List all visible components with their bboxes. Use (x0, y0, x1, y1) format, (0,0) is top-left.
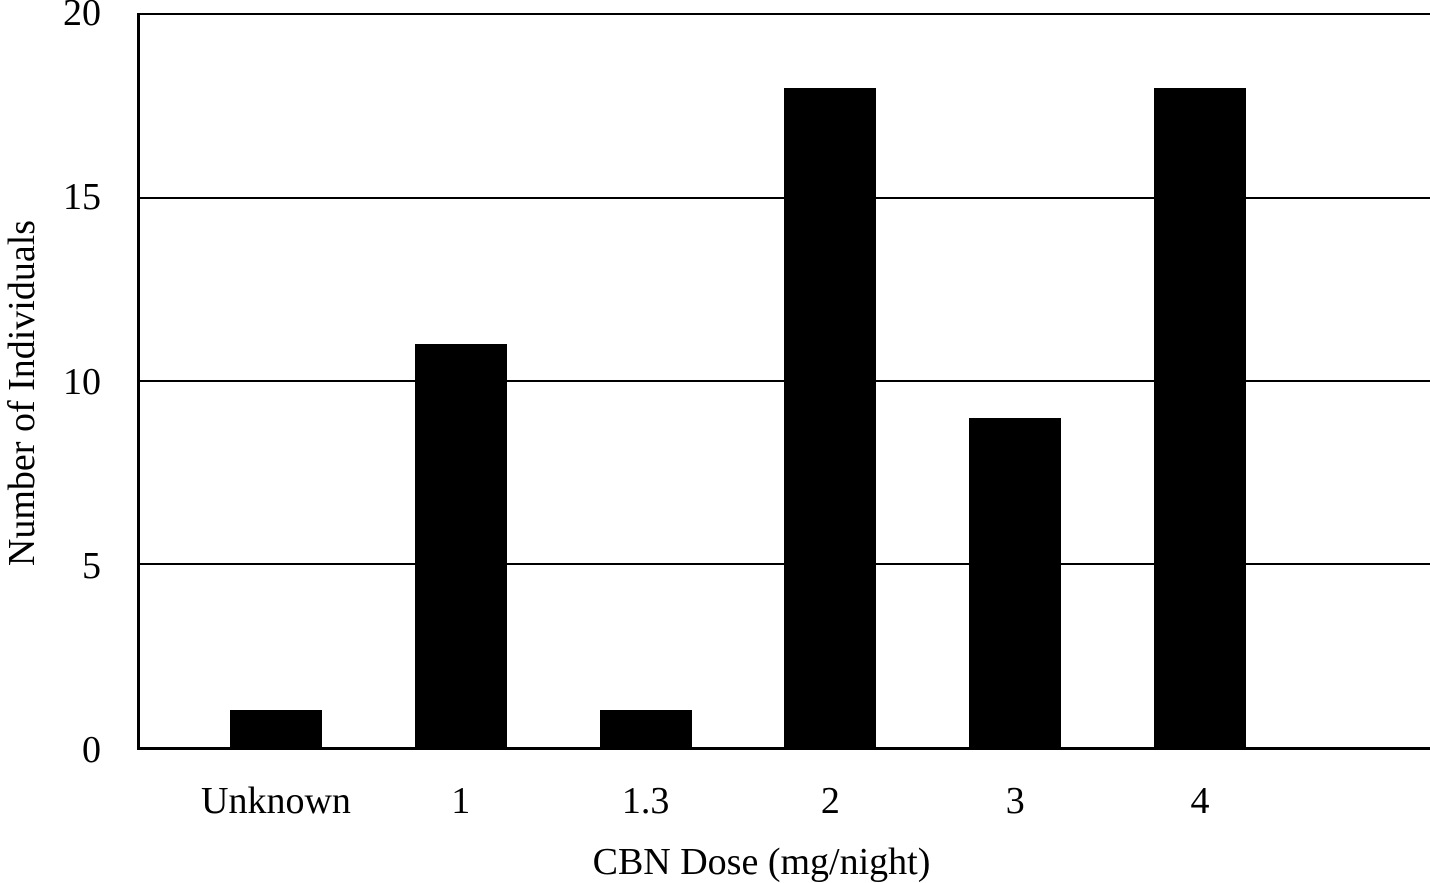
x-tick-label-Unknown: Unknown (201, 780, 351, 822)
bar-Unknown (230, 710, 322, 747)
y-tick-label-15: 15 (63, 176, 101, 219)
x-tick-label-3: 3 (1005, 780, 1025, 822)
y-tick-label-5: 5 (82, 544, 101, 587)
y-tick-label-0: 0 (82, 729, 101, 771)
x-tick-label-1.3: 1.3 (621, 780, 670, 822)
x-tick-label-1: 1 (451, 780, 471, 822)
bar-3 (969, 417, 1062, 747)
y-tick-label-20: 20 (63, 0, 101, 34)
plot-area (137, 13, 1430, 750)
bar-4 (1154, 88, 1246, 747)
bar-1 (414, 344, 507, 747)
y-tick-label-10: 10 (63, 360, 101, 403)
x-axis-title: CBN Dose (mg/night) (592, 841, 931, 883)
x-tick-label-2: 2 (820, 780, 840, 822)
x-tick-label-4: 4 (1190, 780, 1210, 822)
bar-1.3 (599, 710, 692, 747)
bar-2 (784, 88, 877, 747)
